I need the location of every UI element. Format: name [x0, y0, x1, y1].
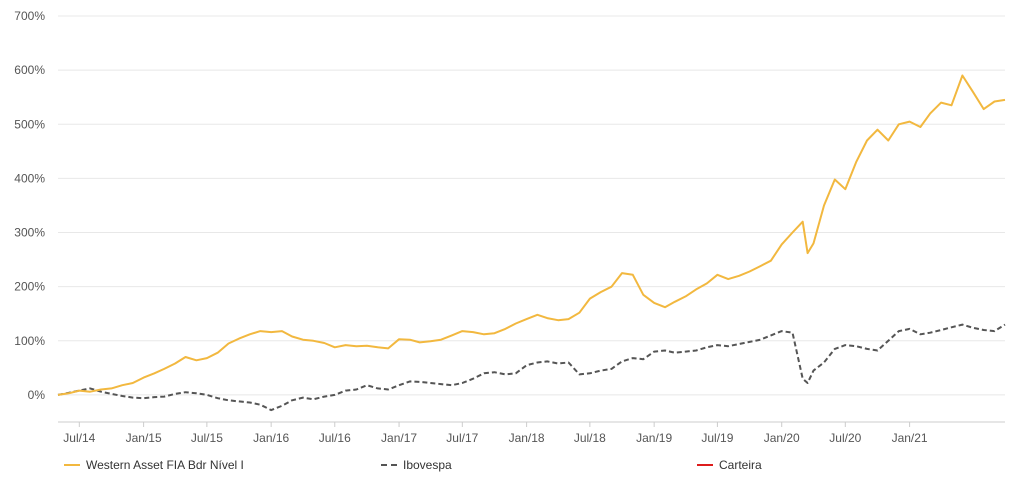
x-tick-label: Jan/21 [892, 431, 928, 445]
legend-label-western-asset: Western Asset FIA Bdr Nível I [86, 458, 244, 472]
legend-swatch-carteira [697, 464, 713, 466]
legend-item-western-asset[interactable]: Western Asset FIA Bdr Nível I [64, 458, 244, 472]
series-line-ibovespa [57, 323, 1006, 412]
x-tick-label: Jan/18 [509, 431, 545, 445]
y-tick-label: 500% [14, 117, 45, 131]
x-tick-label: Jul/17 [446, 431, 478, 445]
x-tick-label: Jul/16 [319, 431, 351, 445]
x-tick-label: Jan/20 [764, 431, 800, 445]
legend-swatch-western-asset [64, 464, 80, 466]
y-tick-label: 300% [14, 226, 45, 240]
legend-item-ibovespa[interactable]: Ibovespa [381, 458, 452, 472]
line-chart: 0% 100% 200% 300% 400% 500% 600% 700% Jul/14 Jan… [14, 9, 1006, 445]
x-axis: Jul/14 Jan/15 Jul/15 Jan/16 Jul/16 Jan/17 Jul/… [58, 421, 1005, 445]
series-lines [57, 74, 1006, 412]
x-tick-label: Jan/19 [636, 431, 672, 445]
x-tick-label: Jan/15 [126, 431, 162, 445]
grid-lines [58, 15, 1005, 396]
legend: Western Asset FIA Bdr Nível I Ibovespa C… [0, 458, 1024, 478]
y-tick-label: 200% [14, 280, 45, 294]
y-tick-label: 600% [14, 63, 45, 77]
x-tick-label: Jul/18 [574, 431, 606, 445]
x-tick-label: Jan/16 [253, 431, 289, 445]
legend-label-carteira: Carteira [719, 458, 762, 472]
y-tick-label: 400% [14, 171, 45, 185]
series-line-western-asset [57, 74, 1006, 396]
y-axis: 0% 100% 200% 300% 400% 500% 600% 700% [14, 9, 45, 402]
legend-label-ibovespa: Ibovespa [403, 458, 452, 472]
x-tick-label: Jul/20 [829, 431, 861, 445]
x-tick-label: Jul/15 [191, 431, 223, 445]
legend-item-carteira[interactable]: Carteira [697, 458, 762, 472]
x-tick-label: Jul/19 [701, 431, 733, 445]
y-tick-label: 700% [14, 9, 45, 23]
y-tick-label: 100% [14, 334, 45, 348]
x-tick-label: Jul/14 [63, 431, 95, 445]
x-tick-label: Jan/17 [381, 431, 417, 445]
legend-swatch-ibovespa [381, 464, 397, 466]
y-tick-label: 0% [28, 388, 46, 402]
